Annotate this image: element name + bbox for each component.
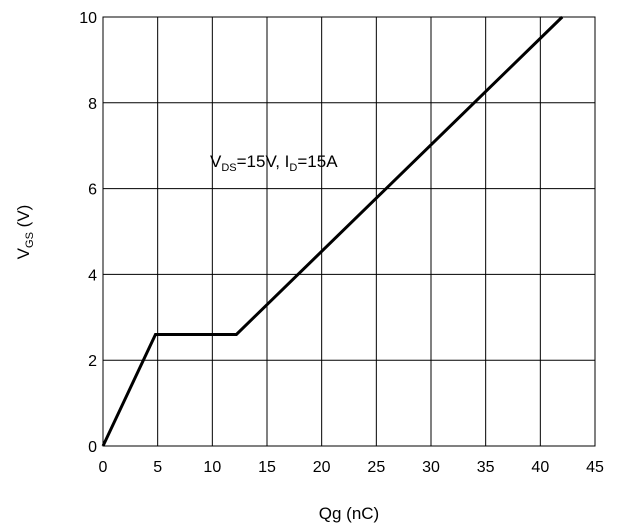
grid	[102, 16, 596, 447]
y-tick-label: 8	[88, 96, 97, 113]
x-tick-label: 25	[367, 459, 385, 476]
x-tick-label: 15	[258, 459, 276, 476]
x-tick-label: 45	[586, 459, 604, 476]
series-line	[101, 15, 564, 447]
y-tick-label: 0	[88, 439, 97, 456]
y-tick-label: 6	[88, 182, 97, 199]
series-lines	[101, 15, 564, 447]
x-tick-labels: 0 5 10 15 20 25 30 35 40 45	[99, 459, 604, 476]
x-tick-label: 40	[531, 459, 549, 476]
condition-annotation: VDS=15V, ID=15A	[210, 152, 338, 174]
x-tick-label: 5	[153, 459, 162, 476]
y-tick-labels: 0 2 4 6 8 10	[79, 10, 97, 456]
x-axis-label: Qg (nC)	[319, 504, 379, 523]
y-axis-label: VGS (V)	[14, 205, 36, 260]
y-tick-label: 2	[88, 353, 97, 370]
x-tick-label: 35	[477, 459, 495, 476]
x-tick-label: 0	[99, 459, 108, 476]
x-tick-label: 30	[422, 459, 440, 476]
x-tick-label: 10	[203, 459, 221, 476]
y-tick-label: 10	[79, 10, 97, 27]
y-tick-label: 4	[88, 267, 97, 284]
plot-frame	[102, 16, 596, 447]
x-tick-label: 20	[313, 459, 331, 476]
